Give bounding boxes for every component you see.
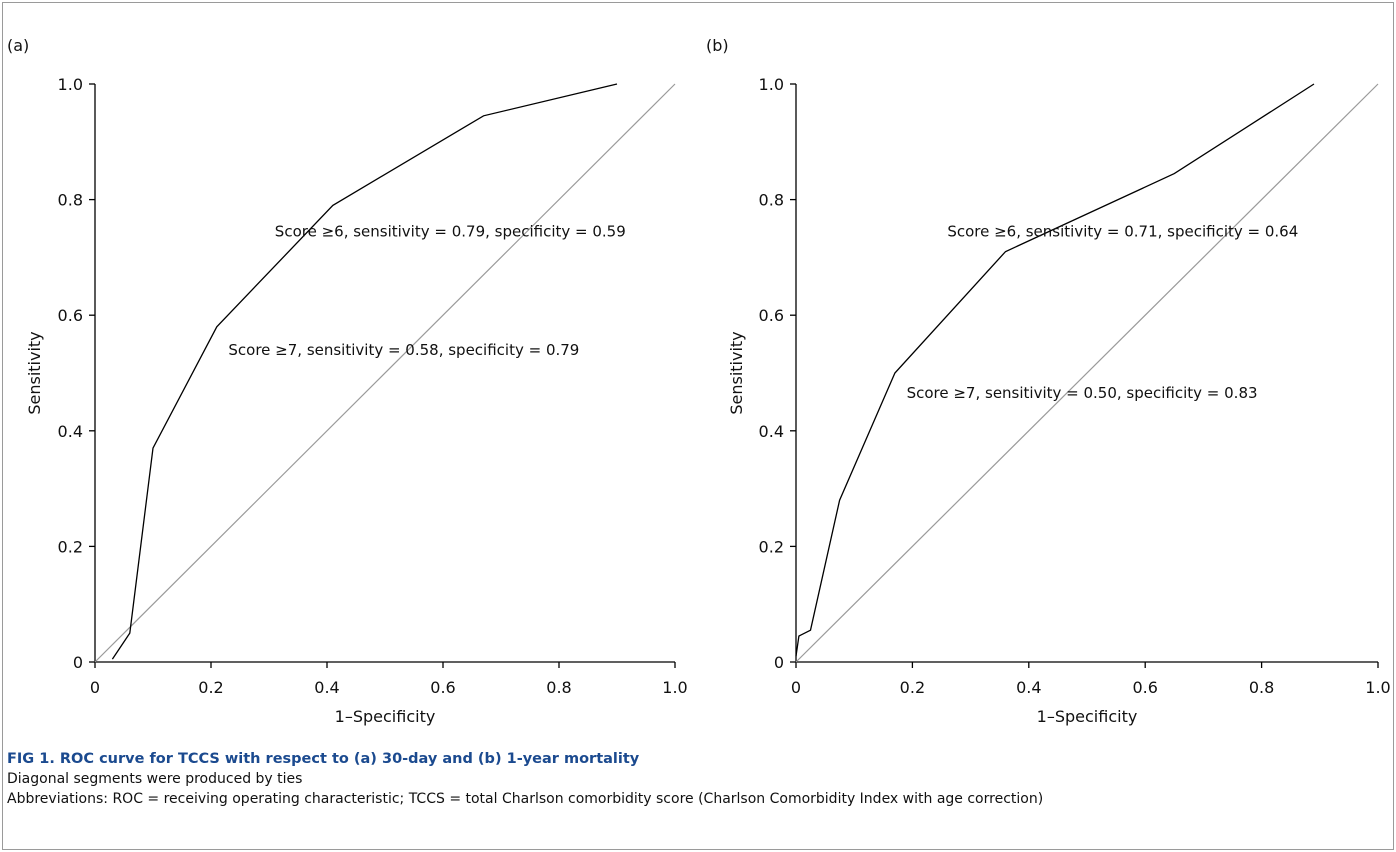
y-tick-label: 0.2 bbox=[759, 537, 784, 556]
x-tick-label: 0.4 bbox=[314, 678, 339, 697]
roc-figure: (a) 0 0.2 0.4 0.6 0.8 1.0 0 0.2 0.4 0.6 0.8 1.0 1–Spe… bbox=[7, 36, 1391, 726]
x-tick-label: 1.0 bbox=[662, 678, 687, 697]
y-tick-label: 0.8 bbox=[58, 191, 83, 210]
reference-diagonal-line bbox=[795, 83, 1379, 663]
x-axis-title: 1–Specificity bbox=[1037, 707, 1138, 726]
x-tick-label: 0.8 bbox=[546, 678, 571, 697]
x-tick-label: 0.8 bbox=[1249, 678, 1274, 697]
panel-label: (a) bbox=[7, 36, 29, 55]
figure-caption: FIG 1. ROC curve for TCCS with respect t… bbox=[7, 749, 1387, 809]
roc-curve bbox=[795, 83, 1315, 657]
y-tick-label: 0.2 bbox=[58, 537, 83, 556]
y-tick-label: 0 bbox=[73, 653, 83, 672]
x-tick-label: 0.2 bbox=[900, 678, 925, 697]
reference-diagonal-line bbox=[94, 83, 676, 663]
x-tick-label: 0.6 bbox=[1132, 678, 1157, 697]
caption-abbreviations: Abbreviations: ROC = receiving operating… bbox=[7, 791, 1044, 807]
y-tick-label: 0 bbox=[774, 653, 784, 672]
cutoff-annotation: Score ≥6, sensitivity = 0.71, specificit… bbox=[947, 222, 1298, 240]
y-tick-label: 0.4 bbox=[759, 422, 784, 441]
x-tick-label: 0 bbox=[791, 678, 801, 697]
y-axis-title: Sensitivity bbox=[727, 331, 746, 414]
y-axis-title: Sensitivity bbox=[25, 331, 44, 414]
x-axis-title: 1–Specificity bbox=[335, 707, 436, 726]
caption-title: FIG 1. ROC curve for TCCS with respect t… bbox=[7, 751, 640, 767]
y-tick-label: 0.6 bbox=[759, 306, 784, 325]
x-tick-label: 0.6 bbox=[430, 678, 455, 697]
y-tick-label: 1.0 bbox=[759, 75, 784, 94]
y-tick-label: 0.6 bbox=[58, 306, 83, 325]
y-tick-label: 0.8 bbox=[759, 191, 784, 210]
cutoff-annotation: Score ≥7, sensitivity = 0.50, specificit… bbox=[907, 384, 1258, 402]
panel-label: (b) bbox=[706, 36, 729, 55]
y-tick-label: 1.0 bbox=[58, 75, 83, 94]
x-tick-label: 0 bbox=[90, 678, 100, 697]
cutoff-annotation: Score ≥6, sensitivity = 0.79, specificit… bbox=[275, 222, 626, 240]
cutoff-annotation: Score ≥7, sensitivity = 0.58, specificit… bbox=[228, 341, 579, 359]
caption-note: Diagonal segments were produced by ties bbox=[7, 771, 303, 787]
roc-curve bbox=[111, 83, 618, 660]
panel-a-roc-chart: (a) 0 0.2 0.4 0.6 0.8 1.0 0 0.2 0.4 0.6 0.8 1.0 1–Spe… bbox=[7, 36, 688, 726]
x-tick-label: 1.0 bbox=[1365, 678, 1390, 697]
panel-b-roc-chart: (b) 0 0.2 0.4 0.6 0.8 1.0 0 0.2 0.4 0.6 0.8 1.0 1–Spe… bbox=[706, 36, 1391, 726]
x-tick-label: 0.4 bbox=[1016, 678, 1041, 697]
y-tick-label: 0.4 bbox=[58, 422, 83, 441]
x-tick-label: 0.2 bbox=[198, 678, 223, 697]
